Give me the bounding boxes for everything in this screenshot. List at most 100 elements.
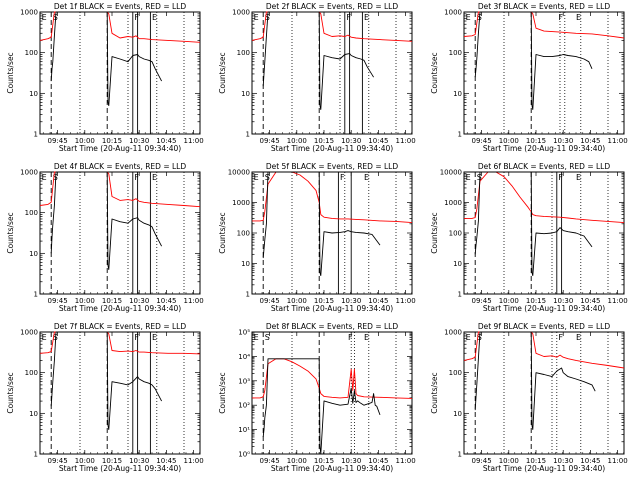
events-series-line [262, 171, 381, 277]
y-tick-label: 10 [241, 260, 250, 268]
chart-title: Det 4f BLACK = Events, RED = LLD [54, 162, 187, 171]
y-tick-label: 1 [34, 131, 38, 139]
marker-label: F [348, 333, 353, 342]
marker-label: F [558, 333, 563, 342]
events-series-line [50, 171, 162, 270]
x-tick-label: 09:45 [48, 457, 68, 465]
chart-title: Det 3f BLACK = Events, RED = LLD [478, 2, 611, 11]
x-tick-label: 10:30 [129, 137, 149, 145]
marker-label: E [466, 13, 471, 22]
y-axis-label: Counts/sec [430, 372, 439, 413]
x-tick-label: 10:30 [553, 297, 573, 305]
y-axis-label: Counts/sec [430, 52, 439, 93]
x-tick-label: 10:15 [102, 457, 122, 465]
marker-label: F [134, 333, 139, 342]
y-tick-label: 10 [241, 90, 250, 98]
x-tick-label: 10:15 [102, 297, 122, 305]
events-series-line [474, 171, 593, 277]
x-tick-label: 10:45 [156, 457, 176, 465]
x-tick-label: 09:45 [260, 137, 280, 145]
x-tick-label: 10:30 [341, 137, 361, 145]
x-tick-label: 10:15 [314, 137, 334, 145]
events-series-line [474, 11, 593, 110]
chart-panel-2: Det 2f BLACK = Events, RED = LLD 1 10 100 10… [218, 2, 416, 153]
marker-label: F [340, 173, 345, 182]
marker-label: E [254, 173, 259, 182]
events-series-line [262, 358, 381, 455]
y-tick-label: 1000 [20, 169, 38, 177]
plot-frame [39, 11, 201, 135]
marker-label: E [152, 173, 157, 182]
x-tick-label: 10:00 [499, 137, 519, 145]
x-tick-label: 11:00 [608, 297, 628, 305]
marker-label: S [265, 173, 270, 182]
x-tick-label: 10:45 [580, 137, 600, 145]
x-tick-label: 09:45 [260, 297, 280, 305]
marker-label: E [42, 333, 47, 342]
plot-frame [251, 331, 413, 455]
lld-series-line [39, 11, 201, 43]
marker-label: F [134, 173, 139, 182]
marker-label: E [42, 173, 47, 182]
y-tick-label: 10 [453, 90, 462, 98]
y-tick-label: 10 [29, 90, 38, 98]
y-tick-label: 100 [25, 209, 38, 217]
y-axis-label: Counts/sec [218, 52, 227, 93]
plot-frame [39, 331, 201, 455]
x-tick-label: 10:45 [368, 457, 388, 465]
y-axis-label: Counts/sec [6, 372, 15, 413]
y-tick-label: 1000 [444, 329, 462, 337]
lld-series-line [39, 331, 201, 355]
events-series-line [50, 331, 162, 430]
chart-panel-7: Det 7f BLACK = Events, RED = LLD 1 10 100 10… [6, 322, 204, 473]
x-tick-label: 10:45 [156, 297, 176, 305]
y-tick-label: 10¹ [238, 426, 250, 434]
x-tick-label: 11:00 [184, 457, 204, 465]
marker-label: E [576, 13, 581, 22]
x-tick-label: 10:45 [368, 137, 388, 145]
marker-label: E [254, 333, 259, 342]
y-tick-label: 10 [453, 410, 462, 418]
x-tick-label: 10:45 [368, 297, 388, 305]
x-tick-label: 09:45 [472, 457, 492, 465]
y-tick-label: 10000 [228, 169, 250, 177]
y-tick-label: 10² [238, 402, 250, 410]
y-tick-label: 1 [34, 291, 38, 299]
y-tick-label: 10³ [238, 377, 250, 385]
y-tick-label: 10 [453, 260, 462, 268]
y-axis-label: Counts/sec [6, 52, 15, 93]
y-tick-label: 100 [25, 369, 38, 377]
y-tick-label: 100 [237, 230, 250, 238]
x-tick-label: 10:30 [129, 297, 149, 305]
x-tick-label: 09:45 [260, 457, 280, 465]
y-tick-label: 1000 [20, 329, 38, 337]
x-axis-label: Start Time (20-Aug-11 09:34:40) [271, 144, 393, 153]
chart-title: Det 1f BLACK = Events, RED = LLD [54, 2, 187, 11]
x-tick-label: 09:45 [472, 297, 492, 305]
x-tick-label: 11:00 [608, 137, 628, 145]
y-tick-label: 10⁴ [238, 353, 250, 361]
y-tick-label: 10 [29, 250, 38, 258]
marker-label: F [346, 13, 351, 22]
chart-panel-3: Det 3f BLACK = Events, RED = LLD 1 10 100 10… [430, 2, 628, 153]
marker-label: E [364, 173, 369, 182]
marker-label: F [558, 13, 563, 22]
y-tick-label: 100 [237, 49, 250, 57]
y-tick-label: 1000 [444, 9, 462, 17]
x-tick-label: 10:30 [553, 137, 573, 145]
lld-series-line [464, 171, 625, 224]
x-tick-label: 10:00 [75, 137, 95, 145]
lld-series-line [252, 358, 413, 399]
x-axis-label: Start Time (20-Aug-11 09:34:40) [271, 464, 393, 473]
marker-label: S [265, 333, 270, 342]
x-tick-label: 10:30 [341, 457, 361, 465]
x-tick-label: 09:45 [48, 137, 68, 145]
x-tick-label: 10:00 [75, 457, 95, 465]
y-tick-label: 100 [449, 49, 462, 57]
x-tick-label: 10:30 [553, 457, 573, 465]
y-tick-label: 1 [34, 451, 38, 459]
chart-panel-1: Det 1f BLACK = Events, RED = LLD 1 10 100 10… [6, 2, 204, 153]
y-tick-label: 1000 [232, 199, 250, 207]
chart-title: Det 5f BLACK = Events, RED = LLD [266, 162, 399, 171]
